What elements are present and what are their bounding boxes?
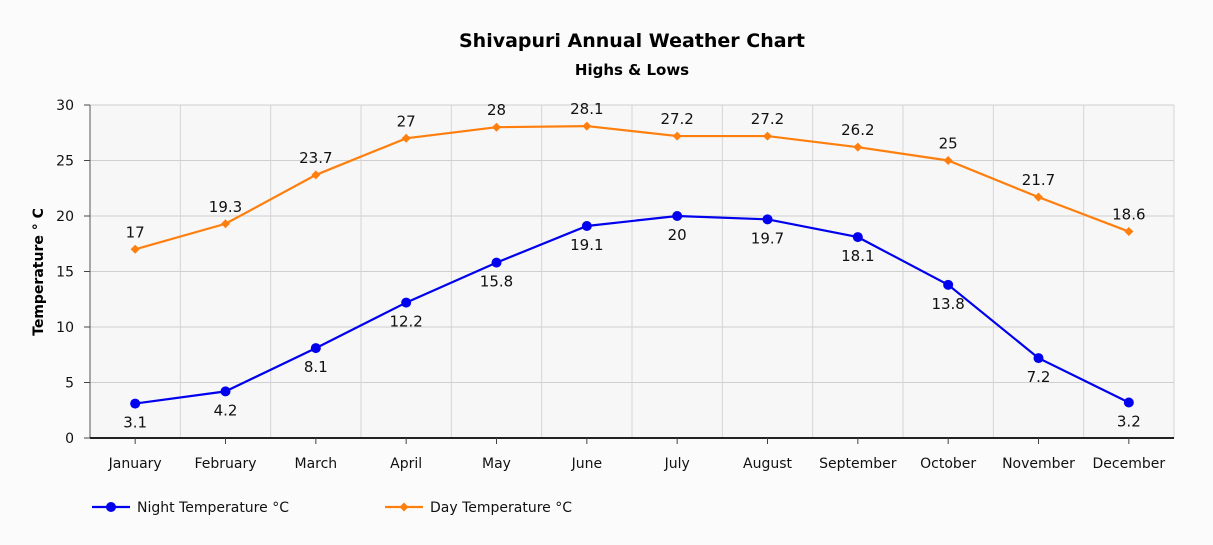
x-tick-label: April xyxy=(390,456,422,472)
data-point xyxy=(582,121,592,131)
data-point xyxy=(220,386,231,397)
y-tick-label: 15 xyxy=(56,265,74,281)
legend-marker xyxy=(399,502,409,512)
data-point xyxy=(763,131,772,141)
data-label: 18.6 xyxy=(1112,206,1145,224)
x-tick-label: November xyxy=(1002,456,1075,472)
x-tick-label: January xyxy=(108,456,162,472)
legend-item[interactable]: Day Temperature °C xyxy=(385,500,572,516)
data-label: 18.1 xyxy=(841,247,874,265)
data-point xyxy=(852,232,863,243)
data-label: 23.7 xyxy=(299,149,332,167)
data-label: 12.2 xyxy=(389,313,422,331)
x-tick-label: May xyxy=(482,456,511,472)
data-label: 27.2 xyxy=(751,110,784,128)
x-tick-label: September xyxy=(819,456,897,472)
data-label: 27 xyxy=(397,112,416,130)
data-label: 20 xyxy=(668,226,687,244)
y-tick-label: 25 xyxy=(56,154,74,170)
data-point xyxy=(672,211,683,221)
series-night-temperature: 3.1 4.2 8.1 12.2 15.8 19.1 20 19.7 18.1 13.8 7.2 3.… xyxy=(123,211,1141,432)
data-label: 13.8 xyxy=(931,295,964,313)
y-tick-label: 0 xyxy=(65,431,74,447)
y-axis-title: Temperature ° C xyxy=(31,208,47,336)
data-label: 17 xyxy=(126,223,145,241)
data-label: 25 xyxy=(939,135,958,153)
data-point xyxy=(221,219,230,229)
data-point xyxy=(492,122,501,132)
data-label: 26.2 xyxy=(841,121,874,139)
x-tick-label: March xyxy=(294,456,337,472)
data-point xyxy=(130,244,140,254)
data-point xyxy=(1124,227,1134,237)
x-tick-label: August xyxy=(743,456,793,472)
data-point xyxy=(853,142,863,152)
data-point xyxy=(1123,397,1134,408)
series-layer: 3.1 4.2 8.1 12.2 15.8 19.1 20 19.7 18.1 13.8 7.2 3.… xyxy=(123,100,1145,432)
data-point xyxy=(943,156,953,165)
data-label: 3.1 xyxy=(123,414,147,432)
data-point xyxy=(762,214,773,225)
y-tick-label: 10 xyxy=(56,320,74,336)
legend-label: Day Temperature °C xyxy=(430,500,572,516)
legend-item[interactable]: Night Temperature °C xyxy=(92,500,289,516)
data-label: 27.2 xyxy=(660,110,693,128)
legend[interactable]: Night Temperature °C Day Temperature °C xyxy=(92,500,572,516)
data-label: 19.7 xyxy=(751,229,784,247)
data-label: 28.1 xyxy=(570,100,603,118)
data-label: 19.1 xyxy=(570,236,603,254)
data-point xyxy=(672,131,682,141)
data-label: 7.2 xyxy=(1027,368,1051,386)
x-tick-label: October xyxy=(920,456,976,472)
data-label: 4.2 xyxy=(214,401,238,419)
chart-title: Shivapuri Annual Weather Chart xyxy=(459,30,805,52)
legend-label: Night Temperature °C xyxy=(137,500,289,516)
data-point xyxy=(401,297,412,308)
grid-layer xyxy=(89,104,1175,438)
data-point xyxy=(581,220,592,231)
x-tick-label: February xyxy=(194,456,256,472)
data-point xyxy=(130,398,141,409)
data-point xyxy=(1033,353,1044,364)
x-tick-label: July xyxy=(664,456,690,472)
data-label: 15.8 xyxy=(480,273,513,291)
data-point xyxy=(310,343,321,354)
legend-marker xyxy=(106,502,116,512)
axis-layer: 0 5 10 15 20 25 30 January February March April May… xyxy=(56,98,1174,472)
data-point xyxy=(943,279,954,290)
data-point xyxy=(491,257,502,268)
data-label: 8.1 xyxy=(304,358,328,376)
data-label: 21.7 xyxy=(1022,171,1055,189)
chart-subtitle: Highs & Lows xyxy=(575,61,689,79)
data-point xyxy=(1034,192,1043,202)
data-point xyxy=(401,133,411,143)
series-line xyxy=(134,124,1130,251)
y-tick-label: 5 xyxy=(65,376,74,392)
series-day-temperature: 17 19.3 23.7 27 28 28.1 27.2 27.2 26.2 25 21.7 18.6 xyxy=(126,100,1146,254)
x-tick-label: June xyxy=(571,456,603,472)
y-tick-label: 30 xyxy=(56,98,74,114)
y-tick-label: 20 xyxy=(56,209,74,225)
data-point xyxy=(311,170,321,180)
data-label: 28 xyxy=(487,101,506,119)
series-line xyxy=(135,214,1130,405)
x-tick-label: December xyxy=(1093,456,1166,472)
data-label: 3.2 xyxy=(1117,412,1141,430)
data-label: 19.3 xyxy=(209,198,242,216)
